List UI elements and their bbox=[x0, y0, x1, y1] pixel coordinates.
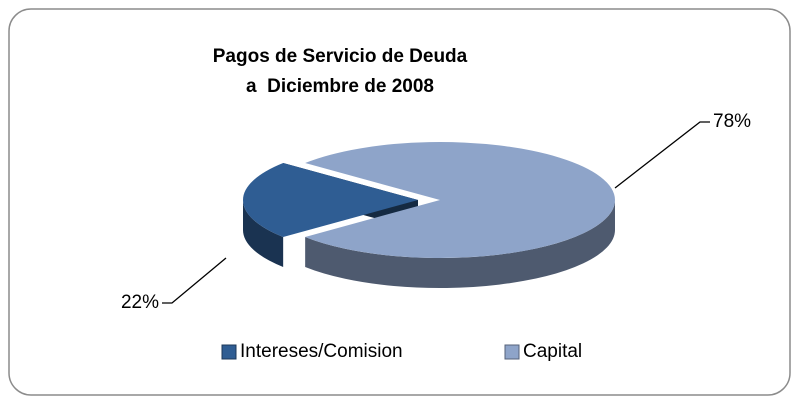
data-label: 22% bbox=[121, 292, 159, 313]
labels: 22% 78% Intereses/Comision Capital bbox=[121, 111, 751, 362]
leader-line bbox=[614, 121, 710, 189]
slice-side bbox=[305, 200, 615, 288]
slice bbox=[305, 142, 615, 258]
pie bbox=[242, 142, 615, 288]
slice bbox=[242, 163, 418, 237]
legend-label: Capital bbox=[523, 341, 582, 362]
legend-swatch bbox=[504, 344, 520, 360]
chart-title: a Diciembre de 2008 bbox=[246, 76, 434, 97]
data-label: 78% bbox=[713, 111, 751, 132]
chart-title: Pagos de Servicio de Deuda bbox=[213, 46, 468, 67]
legend-label: Intereses/Comision bbox=[240, 341, 403, 362]
legend-swatch bbox=[221, 344, 237, 360]
leader-line bbox=[162, 257, 227, 304]
slice-side bbox=[243, 200, 284, 267]
